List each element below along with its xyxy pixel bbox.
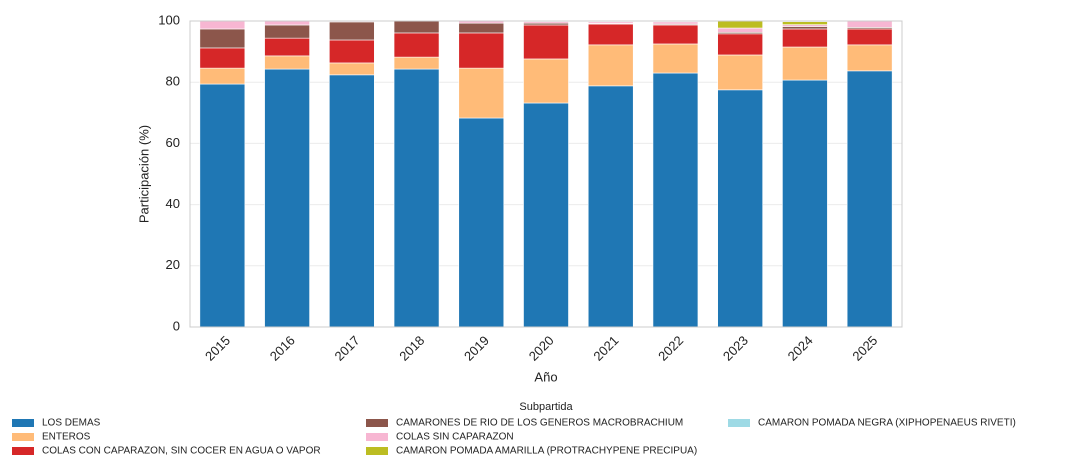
bar-segment bbox=[846, 70, 893, 328]
bar-segment bbox=[264, 20, 310, 26]
bar-segment bbox=[264, 68, 310, 328]
bar-segment bbox=[846, 44, 893, 72]
bar-segment bbox=[393, 32, 440, 58]
bar-segment bbox=[329, 39, 375, 64]
bar-segment bbox=[587, 85, 634, 328]
plot-frame bbox=[189, 20, 903, 328]
legend-label: ENTEROS bbox=[42, 432, 91, 443]
x-tick-label: 2021 bbox=[590, 333, 621, 364]
legend-swatch bbox=[12, 419, 34, 427]
bar-segment bbox=[393, 68, 440, 328]
legend-swatch bbox=[12, 433, 34, 441]
bar-segment bbox=[587, 44, 634, 87]
bar-segment bbox=[523, 24, 569, 60]
bar-segment bbox=[458, 117, 505, 328]
bar-segment bbox=[652, 21, 699, 25]
legend-swatch bbox=[728, 419, 750, 427]
x-tick-label: 2022 bbox=[655, 333, 686, 364]
legend-swatch bbox=[366, 433, 388, 441]
legend-label: LOS DEMAS bbox=[42, 418, 101, 429]
x-tick-label: 2017 bbox=[332, 333, 363, 364]
bar-segment bbox=[199, 47, 246, 69]
bar-segment bbox=[717, 33, 763, 56]
bar-segment bbox=[782, 79, 828, 328]
legend-swatch bbox=[366, 419, 388, 427]
bar-segment bbox=[587, 23, 634, 46]
bar-segment bbox=[199, 28, 246, 49]
bar-segment bbox=[329, 62, 375, 76]
bar-segment bbox=[782, 28, 828, 48]
y-axis-label: Participación (%) bbox=[136, 125, 151, 223]
bar-segment bbox=[587, 21, 634, 24]
x-tick-label: 2024 bbox=[785, 333, 816, 364]
bar-segment bbox=[393, 56, 440, 70]
bar-segment bbox=[264, 37, 310, 57]
y-tick-label: 60 bbox=[166, 135, 180, 150]
legend-label: CAMARONES DE RIO DE LOS GENEROS MACROBRA… bbox=[396, 418, 683, 429]
y-tick-label: 0 bbox=[173, 318, 180, 333]
bar-segment bbox=[717, 20, 763, 29]
bar-segment bbox=[846, 20, 893, 28]
legend-label: COLAS CON CAPARAZON, SIN COCER EN AGUA O… bbox=[42, 446, 321, 457]
legend-swatch bbox=[12, 447, 34, 455]
y-tick-label: 20 bbox=[166, 257, 180, 272]
legend-title: Subpartida bbox=[519, 401, 573, 413]
bar-segment bbox=[782, 21, 828, 25]
bar-segment bbox=[523, 58, 569, 104]
x-tick-label: 2023 bbox=[720, 333, 751, 364]
x-tick-label: 2019 bbox=[461, 333, 492, 364]
x-tick-label: 2020 bbox=[526, 333, 557, 364]
bar-segment bbox=[782, 26, 828, 30]
bar-segment bbox=[782, 46, 828, 81]
bar-segment bbox=[523, 21, 569, 24]
bar-segment bbox=[199, 67, 246, 85]
bar-segment bbox=[717, 54, 763, 91]
bar-segment bbox=[846, 28, 893, 46]
legend-swatch bbox=[366, 447, 388, 455]
bar-segment bbox=[652, 72, 699, 328]
bar-segment bbox=[458, 22, 505, 34]
y-tick-label: 100 bbox=[158, 12, 180, 27]
x-tick-label: 2015 bbox=[202, 333, 233, 364]
bar-segment bbox=[329, 74, 375, 328]
bar-segment bbox=[264, 55, 310, 70]
bar-segment bbox=[717, 27, 763, 33]
bar-segment bbox=[329, 21, 375, 41]
bar-segment bbox=[458, 67, 505, 119]
x-axis-label: Año bbox=[534, 369, 557, 384]
bar-segment bbox=[264, 24, 310, 39]
bar-segment bbox=[458, 32, 505, 69]
bar-segment bbox=[717, 89, 763, 328]
legend-label: CAMARON POMADA AMARILLA (PROTRACHYPENE P… bbox=[396, 446, 697, 457]
bar-segment bbox=[523, 102, 569, 328]
bar-segment bbox=[393, 20, 440, 34]
bar-segment bbox=[199, 20, 246, 30]
legend-label: COLAS SIN CAPARAZON bbox=[396, 432, 514, 443]
x-tick-label: 2018 bbox=[396, 333, 427, 364]
x-tick-label: 2016 bbox=[267, 333, 298, 364]
bar-segment bbox=[199, 83, 246, 328]
bar-segment bbox=[652, 43, 699, 74]
y-tick-label: 80 bbox=[166, 74, 180, 89]
x-tick-label: 2025 bbox=[849, 333, 880, 364]
y-tick-label: 40 bbox=[166, 196, 180, 211]
bar-segment bbox=[652, 24, 699, 45]
legend-label: CAMARON POMADA NEGRA (XIPHOPENAEUS RIVET… bbox=[758, 418, 1016, 429]
